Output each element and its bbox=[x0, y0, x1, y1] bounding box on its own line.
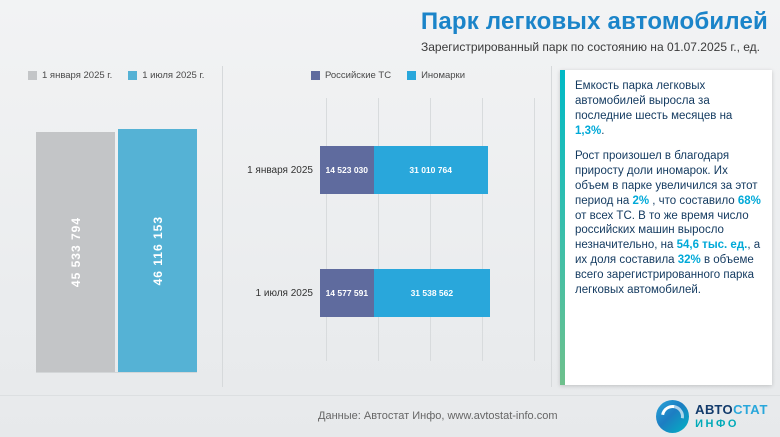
info-panel: Емкость парка легковых автомобилей вырос… bbox=[560, 70, 772, 385]
autostat-logo-text: АВТОСТАТ ИНФО bbox=[695, 403, 768, 430]
source-text: Данные: Автостат Инфо, www.avtostat-info… bbox=[318, 410, 558, 422]
vbar-january-total: 45 533 794 bbox=[36, 132, 115, 372]
info-text-run: . bbox=[601, 124, 605, 137]
logo-line-1: АВТОСТАТ bbox=[695, 403, 768, 417]
legend-item-russian: Российские ТС bbox=[310, 69, 392, 81]
highlighted-value: 2% bbox=[632, 194, 650, 207]
horizontal-plot-area: 1 января 2025 14 523 030 31 010 764 1 ию… bbox=[232, 98, 544, 375]
bar-value-label: 45 533 794 bbox=[68, 216, 83, 288]
logo-part-info: ИНФО bbox=[695, 417, 739, 430]
legend-split: Российские ТС Иномарки bbox=[232, 68, 544, 82]
segment-value-label: 14 577 591 bbox=[325, 288, 369, 298]
segment-russian-july: 14 577 591 bbox=[320, 269, 374, 317]
section-divider bbox=[551, 66, 552, 387]
logo-part-stat: СТАТ bbox=[733, 402, 768, 418]
info-paragraph: Рост произошел в благодаря приросту доли… bbox=[575, 149, 764, 298]
autostat-logo-icon bbox=[656, 400, 690, 433]
category-label-january: 1 января 2025 bbox=[247, 164, 313, 176]
legend-swatch-january-icon bbox=[28, 70, 37, 80]
legend-item-foreign: Иномарки bbox=[407, 70, 465, 81]
logo-part-avto: АВТО bbox=[695, 402, 734, 418]
legend-label-january: 1 января 2025 г. bbox=[42, 69, 113, 81]
vertical-plot-area: 45 533 794 46 116 153 bbox=[36, 124, 197, 373]
segment-value-label: 31 010 764 bbox=[409, 165, 452, 175]
stacked-row: 1 июля 2025 14 577 591 31 538 562 bbox=[232, 269, 538, 317]
stacked-bar-july: 14 577 591 31 538 562 bbox=[320, 269, 490, 317]
autostat-logo: АВТОСТАТ ИНФО bbox=[656, 400, 768, 433]
category-label-july: 1 июля 2025 bbox=[255, 287, 313, 299]
total-park-chart: 1 января 2025 г. 1 июля 2025 г. 45 533 7… bbox=[10, 68, 215, 375]
info-text-run: в объеме всего зарегистрированного парка… bbox=[575, 254, 755, 297]
info-paragraph: Емкость парка легковых автомобилей вырос… bbox=[575, 79, 764, 139]
russian-vs-foreign-chart: Российские ТС Иномарки 1 января 2025 14 … bbox=[232, 68, 544, 375]
highlighted-value: 68% bbox=[737, 194, 761, 207]
footer: Данные: Автостат Инфо, www.avtostat-info… bbox=[0, 395, 780, 437]
legend-label-foreign: Иномарки bbox=[421, 69, 466, 81]
info-text-run: , что составило bbox=[649, 194, 738, 207]
gridlines bbox=[326, 98, 540, 361]
info-text-run: Емкость парка легковых автомобилей вырос… bbox=[575, 80, 733, 122]
vbar-july-total: 46 116 153 bbox=[118, 128, 197, 372]
legend-total: 1 января 2025 г. 1 июля 2025 г. bbox=[10, 68, 215, 82]
legend-swatch-foreign-icon bbox=[407, 70, 417, 80]
legend-swatch-russian-icon bbox=[310, 70, 320, 80]
legend-label-july: 1 июля 2025 г. bbox=[142, 69, 205, 81]
info-text-run: от всех ТС. В то же время число российск… bbox=[575, 209, 749, 252]
segment-foreign-january: 31 010 764 bbox=[373, 146, 488, 194]
stacked-row: 1 января 2025 14 523 030 31 010 764 bbox=[232, 146, 538, 194]
page-subtitle: Зарегистрированный парк по состоянию на … bbox=[420, 40, 760, 54]
bar-value-label: 46 116 153 bbox=[150, 215, 165, 286]
info-text-run: , а их доля составила bbox=[575, 239, 761, 267]
highlighted-value: 32% bbox=[677, 254, 701, 267]
info-paragraphs: Емкость парка легковых автомобилей вырос… bbox=[575, 79, 764, 308]
legend-label-russian: Российские ТС bbox=[324, 69, 392, 81]
legend-swatch-july-icon bbox=[128, 70, 138, 80]
highlighted-value: 1,3% bbox=[575, 124, 602, 137]
highlighted-value: 54,6 тыс. ед. bbox=[676, 239, 748, 252]
page-title: Парк легковых автомобилей bbox=[420, 8, 768, 35]
segment-value-label: 31 538 562 bbox=[410, 288, 454, 298]
segment-foreign-july: 31 538 562 bbox=[373, 269, 490, 317]
legend-item-july: 1 июля 2025 г. bbox=[128, 70, 204, 81]
segment-value-label: 14 523 030 bbox=[325, 165, 369, 175]
stacked-bar-january: 14 523 030 31 010 764 bbox=[320, 146, 488, 194]
segment-russian-january: 14 523 030 bbox=[320, 146, 374, 194]
accent-bar bbox=[560, 70, 565, 385]
legend-item-january: 1 января 2025 г. bbox=[28, 70, 112, 81]
header: Парк легковых автомобилей Зарегистрирова… bbox=[421, 8, 768, 54]
section-divider bbox=[222, 66, 223, 387]
info-text-run: Рост произошел в благодаря приросту доли… bbox=[575, 149, 758, 207]
